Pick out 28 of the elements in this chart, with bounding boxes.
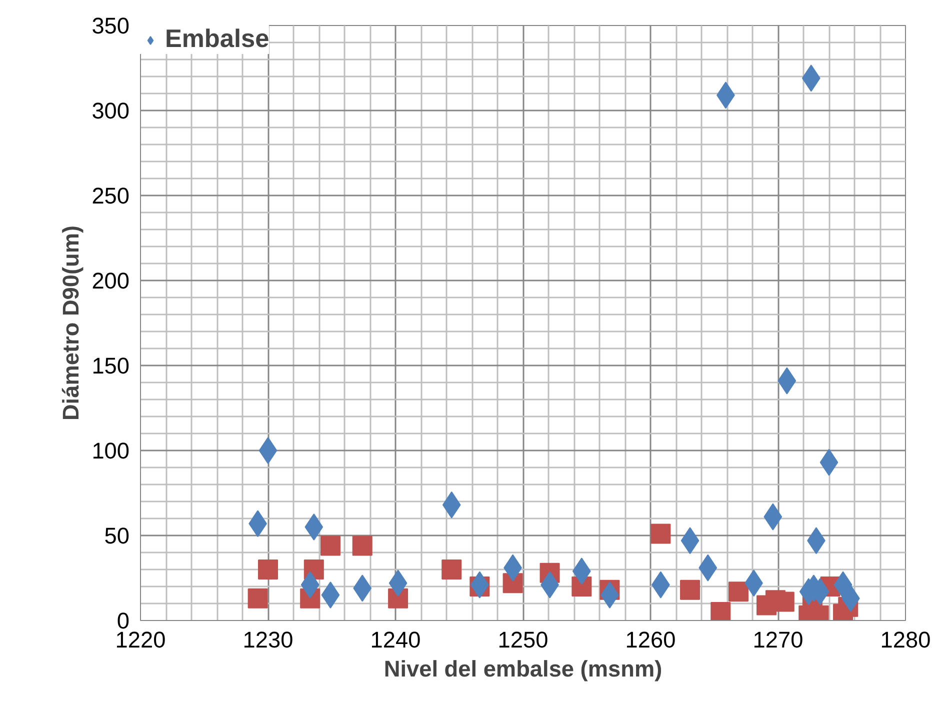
x-axis-title: Nivel del embalse (msnm)	[384, 656, 662, 682]
point	[258, 560, 278, 580]
point	[352, 536, 372, 556]
y-tick-label: 250	[92, 182, 130, 208]
point	[728, 582, 748, 602]
y-axis-title: Diámetro D90(um)	[58, 225, 84, 421]
x-tick-label: 1270	[752, 626, 804, 652]
point	[320, 536, 340, 556]
point	[304, 514, 324, 540]
y-tick-label: 150	[92, 352, 130, 378]
y-tick-label: 300	[92, 98, 130, 124]
x-tick-label: 1250	[498, 626, 548, 652]
x-tick-label: 1240	[370, 626, 421, 652]
y-tick-label: 350	[92, 12, 130, 38]
point	[680, 580, 700, 600]
y-tick-label: 200	[92, 268, 130, 294]
point	[650, 524, 671, 544]
x-tick-label: 1230	[242, 626, 294, 652]
point	[710, 602, 731, 620]
point	[248, 588, 268, 608]
point	[258, 437, 278, 464]
legend-label: Embalse	[165, 25, 270, 54]
y-tick-label: 50	[104, 522, 130, 548]
x-tick-label: 1280	[880, 626, 931, 652]
point	[442, 560, 462, 580]
point	[321, 582, 340, 608]
y-tick-label: 100	[92, 438, 130, 464]
x-tick-label: 1260	[625, 626, 676, 652]
